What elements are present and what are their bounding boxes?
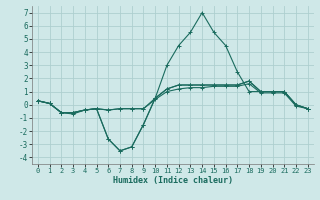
X-axis label: Humidex (Indice chaleur): Humidex (Indice chaleur) [113, 176, 233, 185]
